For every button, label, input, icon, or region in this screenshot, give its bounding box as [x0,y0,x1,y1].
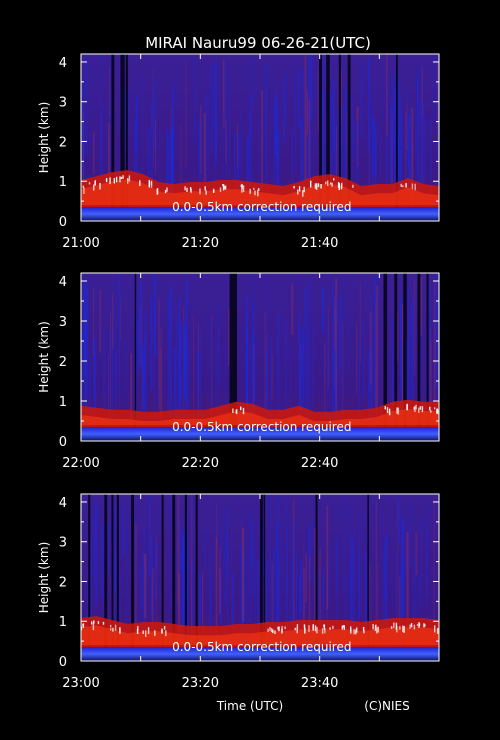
heatmap-field [81,494,439,661]
signal-dropout-columns [134,273,429,441]
signal-dropout-columns [88,494,369,661]
cloud-marks [82,175,416,197]
heatmap-field [81,54,439,221]
x-tick-label: 21:40 [301,236,338,251]
surface-band [81,427,439,441]
panel-2: 0 1 2 3 4 Height (km) 22:00 22:20 22:40 0.0-0.5km… [37,272,440,471]
correction-annotation: 0.0-0.5km correction required [172,200,351,214]
x-axis-label: Time (UTC) [216,699,283,713]
correction-annotation: 0.0-0.5km correction required [172,420,351,434]
y-tick-label: 4 [59,496,67,511]
panel-3: 0 1 2 3 4 Height (km) 23:00 23:20 23:40 0.0-0.5km… [37,493,440,691]
cloud-marks [81,620,439,637]
y-tick-label: 0 [59,655,67,670]
x-tick-label: 23:00 [62,676,99,691]
y-tick-label: 1 [59,395,67,410]
y-tick-label: 2 [59,575,67,590]
y-tick-label: 2 [59,355,67,370]
correction-annotation: 0.0-0.5km correction required [172,640,351,654]
x-tick-label: 21:20 [182,236,219,251]
x-tick-label: 22:40 [301,456,338,471]
y-tick-label: 3 [59,96,67,111]
boundary-layer-core [81,409,439,425]
signal-dropout-columns [111,54,398,221]
y-tick-label: 1 [59,615,67,630]
x-tick-label: 23:40 [301,676,338,691]
y-tick-label: 0 [59,435,67,450]
boundary-layer-core [81,625,439,646]
boundary-layer-core [81,179,439,206]
surface-band [81,647,439,661]
panel-1: 0 1 2 3 4 Height (km) 21:00 21:20 21:40 0.0-0.5km… [37,53,440,251]
heatmap-field [81,273,439,441]
y-tick-label: 3 [59,536,67,551]
x-tick-label: 22:00 [62,456,99,471]
credit-label: (C)NIES [364,699,409,713]
y-axis-label: Height (km) [37,321,51,392]
y-tick-label: 1 [59,175,67,190]
x-tick-label: 21:00 [62,236,99,251]
y-tick-label: 2 [59,135,67,150]
surface-band [81,207,439,221]
figure-title: MIRAI Nauru99 06-26-21(UTC) [145,34,371,52]
y-tick-label: 4 [59,275,67,290]
y-axis-label: Height (km) [37,542,51,613]
y-tick-label: 0 [59,215,67,230]
y-axis-label: Height (km) [37,102,51,173]
noise-texture [81,54,439,221]
x-tick-label: 22:20 [182,456,219,471]
y-tick-label: 3 [59,315,67,330]
x-tick-label: 23:20 [182,676,219,691]
y-tick-label: 4 [59,56,67,71]
